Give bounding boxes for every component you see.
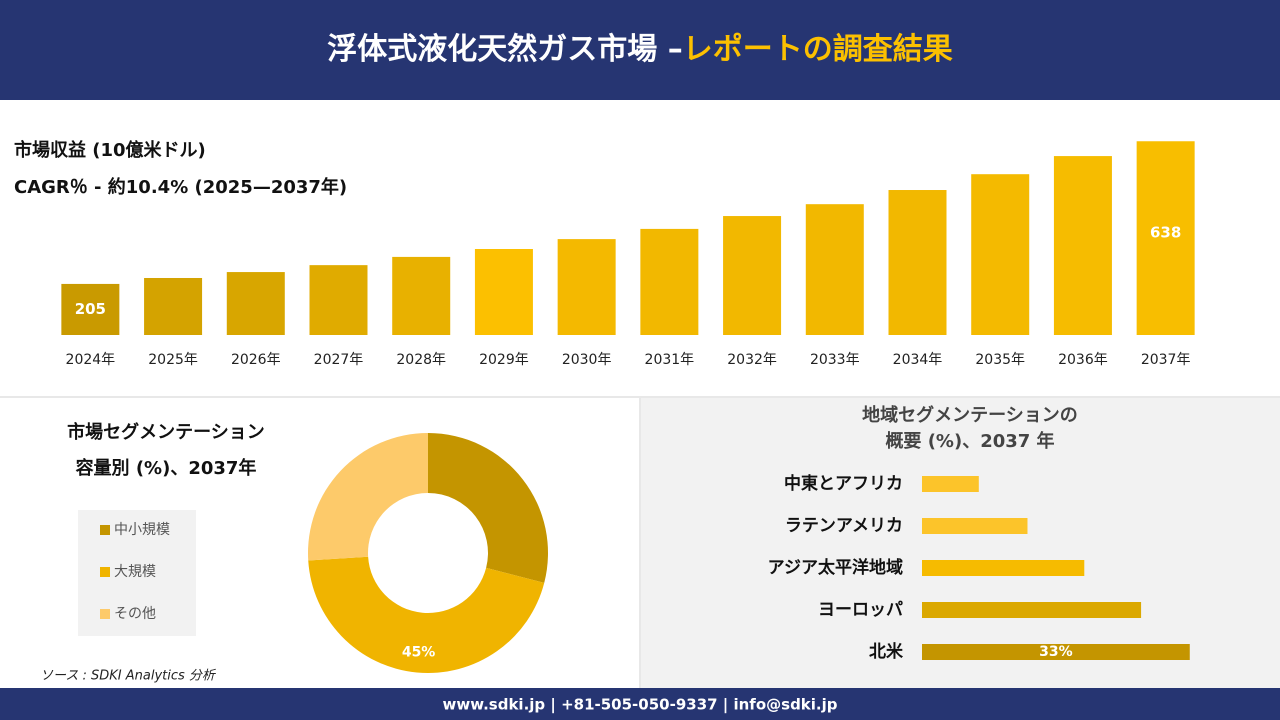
source-note: ソース : SDKI Analytics 分析 bbox=[40, 669, 217, 684]
bar bbox=[226, 272, 285, 335]
donut-slice bbox=[307, 433, 428, 561]
bar bbox=[922, 602, 1142, 618]
chart-title: 市場収益 (10億米ドル) bbox=[14, 139, 206, 161]
legend-label: その他 bbox=[114, 606, 156, 622]
x-tick-label: 2025年 bbox=[148, 352, 198, 368]
x-tick-label: 2030年 bbox=[562, 352, 612, 368]
x-tick-label: 2032年 bbox=[727, 352, 777, 368]
legend-swatch bbox=[100, 567, 110, 577]
x-tick-label: 2036年 bbox=[1058, 352, 1108, 368]
legend-label: 大規模 bbox=[114, 564, 156, 580]
bar bbox=[640, 228, 699, 335]
bar bbox=[392, 256, 451, 335]
y-tick-label: アジア太平洋地域 bbox=[768, 557, 903, 578]
bar bbox=[309, 265, 368, 335]
bar bbox=[61, 283, 120, 335]
bar bbox=[723, 216, 782, 335]
x-tick-label: 2026年 bbox=[231, 352, 281, 368]
y-tick-label: 北米 bbox=[869, 641, 904, 662]
x-tick-label: 2033年 bbox=[810, 352, 860, 368]
chart-subtitle: CAGR％ - 約10.4% (2025—2037年) bbox=[14, 176, 347, 198]
x-tick-label: 2027年 bbox=[314, 352, 364, 368]
footer-bar bbox=[0, 688, 1280, 720]
value-label: 205 bbox=[75, 300, 106, 318]
x-tick-label: 2029年 bbox=[479, 352, 529, 368]
x-tick-label: 2037年 bbox=[1141, 352, 1191, 368]
y-tick-label: ヨーロッパ bbox=[818, 600, 903, 620]
x-tick-label: 2034年 bbox=[893, 352, 943, 368]
x-tick-label: 2035年 bbox=[975, 352, 1025, 368]
chart-title: 地域セグメンテーションの bbox=[862, 404, 1078, 426]
value-label: 33% bbox=[1039, 644, 1073, 660]
x-tick-label: 2024年 bbox=[66, 352, 116, 368]
bar bbox=[144, 277, 203, 335]
bar bbox=[922, 644, 1190, 660]
title-highlight: レポートの調査結果 bbox=[683, 32, 953, 67]
bar bbox=[1053, 156, 1112, 335]
y-tick-label: ラテンアメリカ bbox=[785, 516, 903, 536]
bar bbox=[474, 248, 533, 335]
title-main: 浮体式液化天然ガス市場 – bbox=[327, 32, 682, 67]
bar bbox=[971, 174, 1030, 335]
bar bbox=[805, 204, 864, 335]
bar bbox=[888, 190, 947, 335]
legend-swatch bbox=[100, 525, 110, 535]
bar bbox=[1136, 141, 1195, 335]
chart-subtitle: 容量別 (%)、2037年 bbox=[76, 457, 257, 479]
donut-slice bbox=[428, 433, 548, 583]
chart-subtitle: 概要 (%)、2037 年 bbox=[885, 430, 1054, 452]
bar bbox=[922, 476, 979, 492]
chart-title: 市場セグメンテーション bbox=[67, 421, 265, 443]
y-tick-label: 中東とアフリカ bbox=[784, 473, 903, 494]
header-bar bbox=[0, 0, 1280, 100]
x-tick-label: 2028年 bbox=[396, 352, 446, 368]
region-panel bbox=[641, 398, 1280, 688]
bar bbox=[922, 560, 1085, 576]
legend-label: 中小規模 bbox=[114, 522, 170, 538]
value-label: 638 bbox=[1150, 224, 1181, 242]
legend-swatch bbox=[100, 609, 110, 619]
bar bbox=[557, 239, 616, 335]
bar bbox=[922, 518, 1028, 534]
legend-box bbox=[78, 510, 196, 636]
x-tick-label: 2031年 bbox=[645, 352, 695, 368]
footer-text: www.sdki.jp | +81-505-050-9337 | info@sd… bbox=[442, 696, 837, 715]
header-title: 浮体式液化天然ガス市場 –レポートの調査結果 bbox=[327, 32, 952, 67]
value-label: 45% bbox=[402, 645, 436, 661]
donut-slice bbox=[308, 556, 545, 674]
